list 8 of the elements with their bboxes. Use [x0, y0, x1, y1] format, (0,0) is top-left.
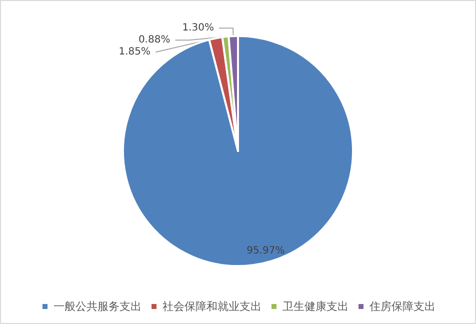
legend-label: 一般公共服务支出	[54, 300, 142, 313]
legend-label: 卫生健康支出	[282, 300, 348, 313]
data-label: 0.88%	[138, 34, 170, 46]
legend-label: 住房保障支出	[370, 300, 436, 313]
data-label: 1.85%	[118, 46, 151, 58]
data-label: 1.30%	[182, 22, 214, 34]
legend-label: 社会保障和就业支出	[162, 300, 262, 313]
data-label: 95.97%	[246, 246, 285, 257]
